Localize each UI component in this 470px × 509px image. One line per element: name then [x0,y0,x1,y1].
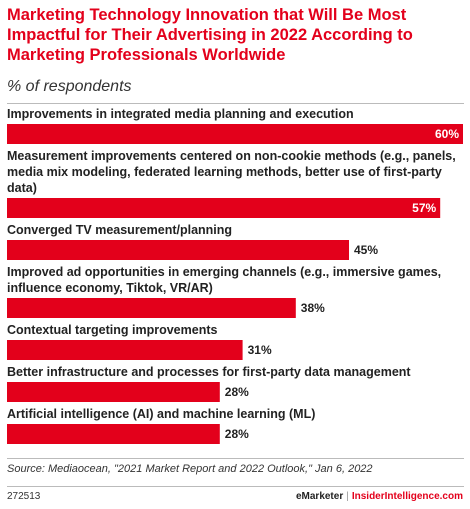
category-label: media mix modeling, federated learning m… [7,165,442,179]
value-label: 45% [354,243,378,257]
value-label: 38% [301,301,325,315]
category-label: data) [7,181,37,195]
brand-insider-intelligence: InsiderIntelligence.com [351,491,463,502]
source-divider [7,458,464,459]
source-note: Source: Mediaocean, "2021 Market Report … [7,463,373,475]
category-label: Artificial intelligence (AI) and machine… [7,407,315,421]
brand-separator: | [346,491,349,502]
category-label: Measurement improvements centered on non… [7,149,456,163]
bar [7,382,220,402]
value-label: 28% [225,385,249,399]
category-label: Converged TV measurement/planning [7,223,232,237]
chart-subtitle: % of respondents [7,78,132,95]
bar [7,240,349,260]
value-label: 60% [435,127,459,141]
chart-title: Marketing Technology Innovation that Wil… [7,6,413,64]
bar [7,340,243,360]
brand-footer: eMarketer | InsiderIntelligence.com [296,491,463,502]
value-label: 31% [248,343,272,357]
chart-id: 272513 [7,491,41,502]
bar [7,424,220,444]
brand-emarketer: eMarketer [295,491,344,502]
category-label: Improvements in integrated media plannin… [7,107,354,121]
value-label: 28% [225,427,249,441]
footer-divider [7,486,464,487]
bar-chart: Improvements in integrated media plannin… [7,107,463,444]
category-label: Improved ad opportunities in emerging ch… [7,265,441,279]
bar [7,198,441,218]
category-label: Contextual targeting improvements [7,323,217,337]
category-label: influence economy, Tiktok, VR/AR) [7,281,213,295]
category-label: Better infrastructure and processes for … [7,365,411,379]
header-divider [7,103,464,104]
bar [7,124,463,144]
value-label: 57% [412,201,436,215]
bar [7,298,296,318]
